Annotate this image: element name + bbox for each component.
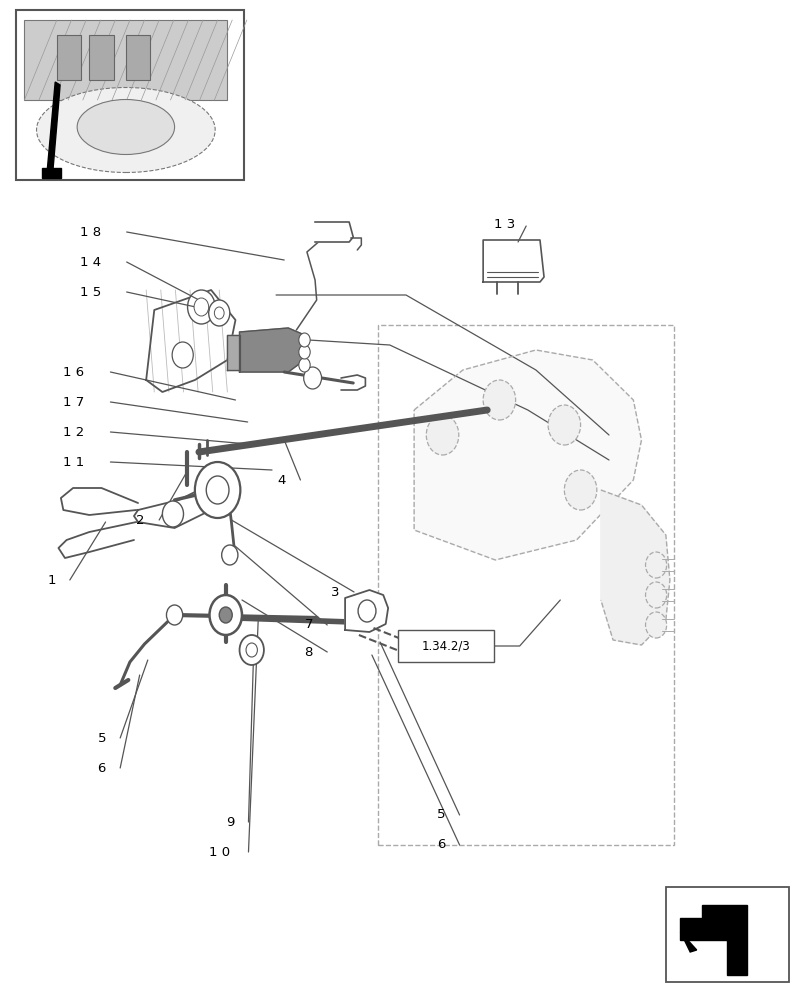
Text: 1 5: 1 5 — [79, 286, 101, 298]
Text: 1 7: 1 7 — [63, 395, 84, 408]
Bar — [397, 630, 493, 662]
Text: 5: 5 — [97, 732, 105, 744]
Text: 1 3: 1 3 — [493, 218, 514, 231]
Polygon shape — [146, 290, 235, 392]
Polygon shape — [680, 905, 746, 975]
Text: 1 0: 1 0 — [209, 846, 230, 858]
Text: 2: 2 — [136, 514, 144, 526]
Text: 3: 3 — [331, 585, 339, 598]
Text: 7: 7 — [304, 618, 312, 632]
Circle shape — [298, 333, 310, 347]
Polygon shape — [483, 240, 543, 282]
Circle shape — [645, 612, 666, 638]
Text: 6: 6 — [97, 762, 105, 774]
Circle shape — [214, 307, 224, 319]
Circle shape — [206, 476, 229, 504]
Bar — [16, 10, 243, 180]
Bar — [126, 35, 150, 80]
Polygon shape — [239, 328, 304, 372]
Ellipse shape — [36, 88, 215, 172]
Text: 1 2: 1 2 — [63, 426, 84, 438]
Text: 5: 5 — [436, 808, 444, 822]
Polygon shape — [47, 82, 60, 175]
Text: 1 8: 1 8 — [79, 226, 101, 238]
Circle shape — [172, 342, 193, 368]
Polygon shape — [600, 490, 669, 645]
Circle shape — [645, 552, 666, 578]
Text: 1: 1 — [47, 574, 55, 586]
Bar — [377, 325, 673, 845]
Polygon shape — [134, 484, 215, 528]
Circle shape — [162, 501, 183, 527]
Circle shape — [483, 380, 515, 420]
Circle shape — [221, 545, 238, 565]
Bar — [665, 887, 788, 982]
Circle shape — [645, 582, 666, 608]
Circle shape — [208, 300, 230, 326]
Text: 9: 9 — [225, 816, 234, 828]
Circle shape — [194, 298, 208, 316]
Text: 6: 6 — [436, 838, 444, 852]
Polygon shape — [58, 510, 136, 552]
Polygon shape — [414, 350, 641, 560]
Circle shape — [187, 290, 215, 324]
Circle shape — [547, 405, 580, 445]
Text: 8: 8 — [304, 646, 312, 658]
Polygon shape — [680, 932, 696, 952]
Polygon shape — [345, 590, 388, 632]
Circle shape — [426, 415, 458, 455]
Circle shape — [246, 643, 257, 657]
Text: 1.34.2/3: 1.34.2/3 — [421, 640, 470, 652]
Text: 1 1: 1 1 — [63, 456, 84, 468]
Circle shape — [195, 462, 240, 518]
Polygon shape — [315, 222, 353, 242]
Circle shape — [303, 367, 321, 389]
Polygon shape — [42, 168, 61, 178]
Circle shape — [358, 600, 375, 622]
Ellipse shape — [77, 100, 174, 154]
Circle shape — [219, 607, 232, 623]
Text: 4: 4 — [277, 474, 285, 487]
Bar — [89, 35, 114, 80]
Text: 1 6: 1 6 — [63, 365, 84, 378]
Bar — [57, 35, 81, 80]
Circle shape — [239, 635, 264, 665]
Polygon shape — [227, 335, 239, 370]
Circle shape — [298, 345, 310, 359]
Bar — [24, 20, 227, 100]
Circle shape — [564, 470, 596, 510]
Circle shape — [166, 605, 182, 625]
Text: 1 4: 1 4 — [79, 255, 101, 268]
Circle shape — [298, 358, 310, 372]
Circle shape — [209, 595, 242, 635]
